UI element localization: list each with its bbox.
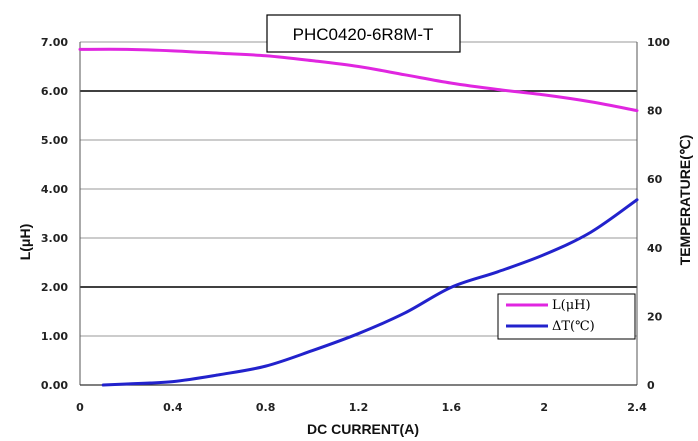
y-right-tick-label: 0 <box>647 379 655 392</box>
y-left-tick-label: 5.00 <box>41 134 68 147</box>
y-left-tick-label: 2.00 <box>41 281 68 294</box>
legend-label-temperature: ΔT(℃) <box>552 319 595 334</box>
y-right-tick-label: 20 <box>647 310 663 323</box>
legend: L(μH) ΔT(℃) <box>497 293 636 340</box>
x-tick-label: 1.6 <box>442 401 462 414</box>
grid <box>79 41 638 386</box>
series-line-temperature <box>101 198 639 387</box>
x-tick-label: 0 <box>76 401 84 414</box>
series-lines <box>78 47 639 387</box>
y-right-tick-label: 100 <box>647 36 670 49</box>
x-tick-label: 0.4 <box>163 401 183 414</box>
x-tick-label: 2 <box>540 401 548 414</box>
legend-label-inductance: L(μH) <box>552 298 591 313</box>
x-tick-label: 1.2 <box>349 401 369 414</box>
series-line-inductance <box>78 47 639 113</box>
y-left-tick-label: 6.00 <box>41 85 68 98</box>
title-box-border <box>266 14 461 53</box>
x-tick-label: 0.8 <box>256 401 276 414</box>
y-right-tick-label: 80 <box>647 105 663 118</box>
y-left-tick-label: 4.00 <box>41 183 68 196</box>
x-ticks: 0 0.4 0.8 1.2 1.6 2 2.4 <box>76 401 647 414</box>
y-left-tick-label: 7.00 <box>41 36 68 49</box>
chart-title: PHC0420-6R8M-T <box>293 25 434 44</box>
y-left-tick-label: 3.00 <box>41 232 68 245</box>
y-right-axis-title: TEMPERATURE(℃) <box>677 135 693 266</box>
y-right-tick-label: 60 <box>647 173 663 186</box>
x-axis-title: DC CURRENT(A) <box>307 421 419 437</box>
y-left-ticks: 0.00 1.00 2.00 3.00 4.00 5.00 6.00 7.00 <box>41 36 68 392</box>
y-left-axis-title: L(μH) <box>17 224 33 261</box>
y-left-tick-label: 0.00 <box>41 379 68 392</box>
y-right-ticks: 0 20 40 60 80 100 <box>647 36 670 392</box>
y-left-tick-label: 1.00 <box>41 330 68 343</box>
title-box: PHC0420-6R8M-T <box>266 14 461 53</box>
legend-box <box>497 293 636 340</box>
y-right-tick-label: 40 <box>647 242 663 255</box>
x-tick-label: 2.4 <box>627 401 647 414</box>
